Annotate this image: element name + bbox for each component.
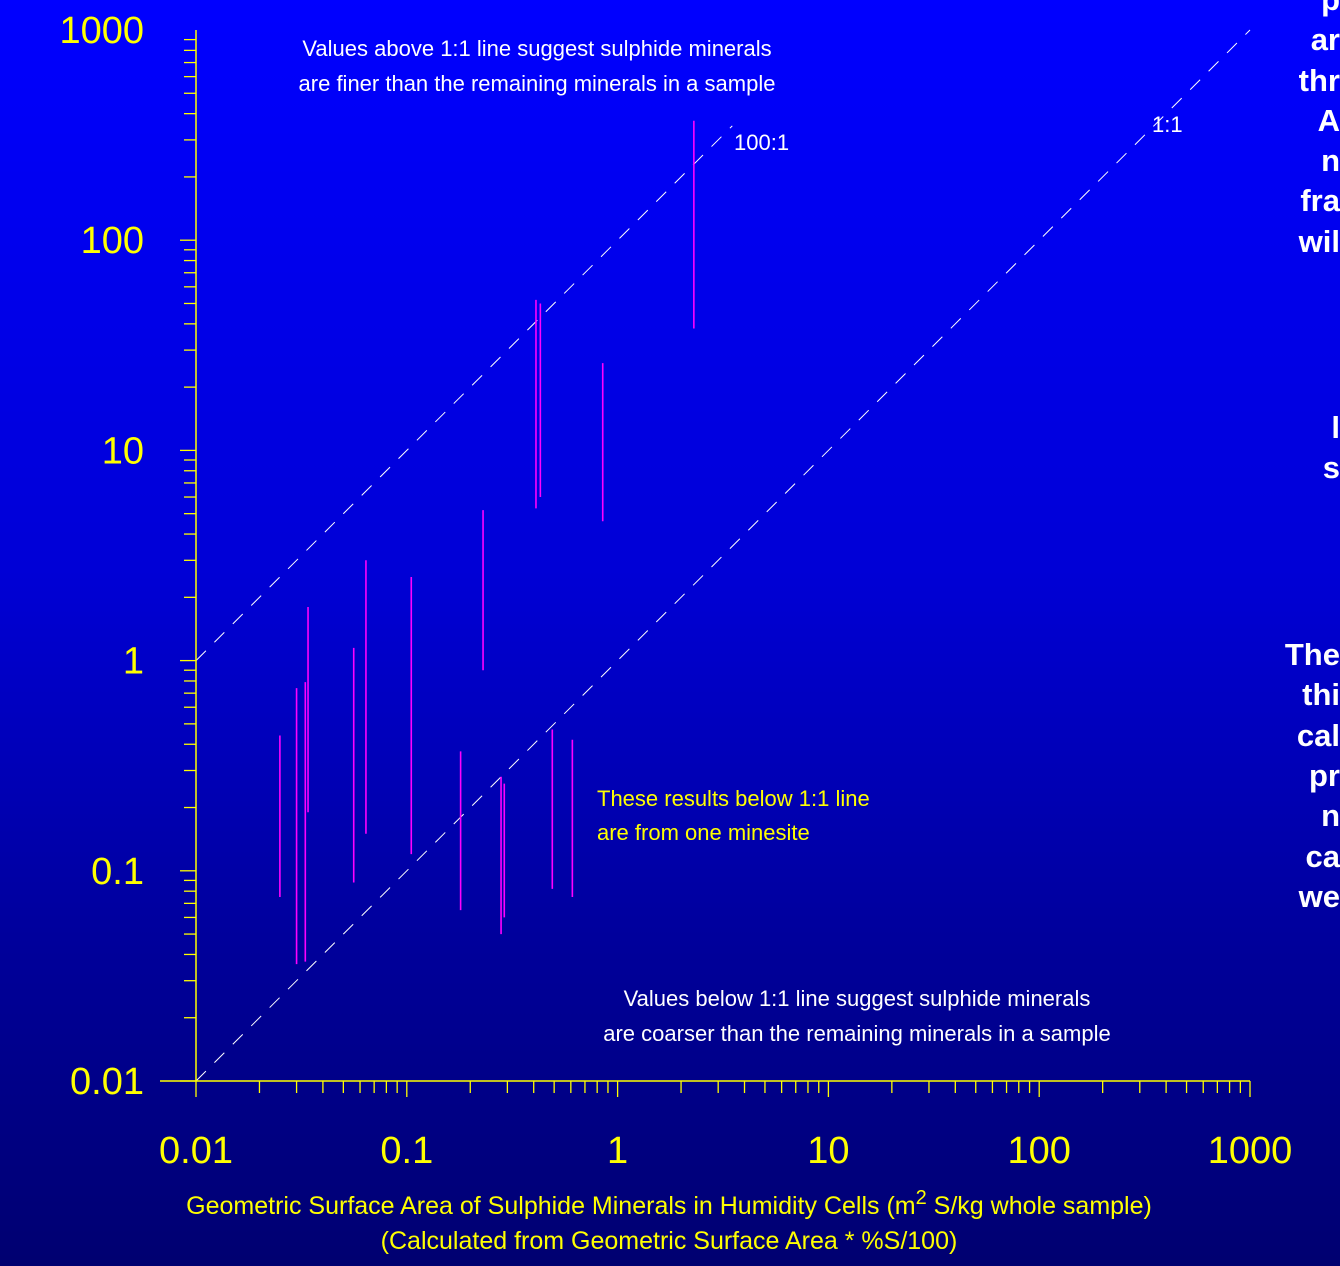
x-axis-title: Geometric Surface Area of Sulphide Miner… xyxy=(186,1187,1152,1220)
cropped-side-text: p ar thr An fra wil ls The thi cal pr n ca we xyxy=(1285,0,1340,914)
x-tick-label: 10 xyxy=(807,1130,849,1172)
y-tick-label: 100 xyxy=(81,220,144,262)
x-tick-label: 0.1 xyxy=(380,1130,433,1172)
y-tick-label: 0.1 xyxy=(91,851,144,893)
side-text-fragment: p xyxy=(1321,0,1340,17)
reference-lines xyxy=(195,29,1251,1082)
ref-label-1-1: 1:1 xyxy=(1152,112,1183,137)
side-text-fragment: n xyxy=(1321,143,1340,178)
side-text-fragment: pr xyxy=(1309,758,1340,793)
x-axis-title-sup: 2 xyxy=(916,1187,927,1209)
axes xyxy=(160,30,1250,1082)
side-text-fragment: The xyxy=(1285,637,1340,672)
x-tick-label: 100 xyxy=(1007,1130,1070,1172)
y-tick-label: 0.01 xyxy=(70,1061,144,1103)
x-axis-title-line2: (Calculated from Geometric Surface Area … xyxy=(381,1227,958,1255)
side-text-fragment: we xyxy=(1298,879,1340,914)
axis-ticks xyxy=(180,38,1251,1097)
annotation-above-line1: Values above 1:1 line suggest sulphide m… xyxy=(302,36,771,61)
tick-labels: 0.01 0.1 1 10 100 1000 0.01 0.1 1 10 100 1000 xyxy=(59,10,1292,1172)
side-text-fragment: fra xyxy=(1300,183,1340,218)
x-axis-title-rest: S/kg whole sample) xyxy=(927,1192,1152,1220)
side-text-fragment: cal xyxy=(1297,718,1340,753)
side-text-fragment: A xyxy=(1318,103,1340,138)
side-text-fragment: wil xyxy=(1298,224,1340,259)
side-text-fragment: s xyxy=(1323,450,1340,485)
x-axis-title-main: Geometric Surface Area of Sulphide Miner… xyxy=(186,1192,915,1220)
side-text-fragment: thi xyxy=(1302,677,1340,712)
annotation-minesite-line2: are from one minesite xyxy=(597,820,810,845)
annotation-below-line2: are coarser than the remaining minerals … xyxy=(603,1021,1110,1046)
ref-line-1-1 xyxy=(195,29,1251,1082)
side-text-fragment: l xyxy=(1331,410,1340,445)
x-tick-label: 0.01 xyxy=(159,1130,233,1172)
annotation-below-line1: Values below 1:1 line suggest sulphide m… xyxy=(624,986,1091,1011)
x-tick-label: 1000 xyxy=(1208,1130,1293,1172)
y-tick-label: 1 xyxy=(123,641,144,683)
ref-line-100-1 xyxy=(195,125,733,661)
ref-label-100-1: 100:1 xyxy=(734,130,789,155)
side-text-fragment: ca xyxy=(1306,839,1340,874)
side-text-fragment: n xyxy=(1321,798,1340,833)
y-tick-label: 1000 xyxy=(59,10,144,52)
side-text-fragment: thr xyxy=(1299,63,1340,98)
annotation-minesite-line1: These results below 1:1 line xyxy=(597,786,870,811)
x-tick-label: 1 xyxy=(607,1130,628,1172)
y-tick-label: 10 xyxy=(102,430,144,472)
data-ranges xyxy=(279,120,695,965)
side-text-fragment: ar xyxy=(1311,22,1340,57)
annotation-above-line2: are finer than the remaining minerals in… xyxy=(299,71,776,96)
